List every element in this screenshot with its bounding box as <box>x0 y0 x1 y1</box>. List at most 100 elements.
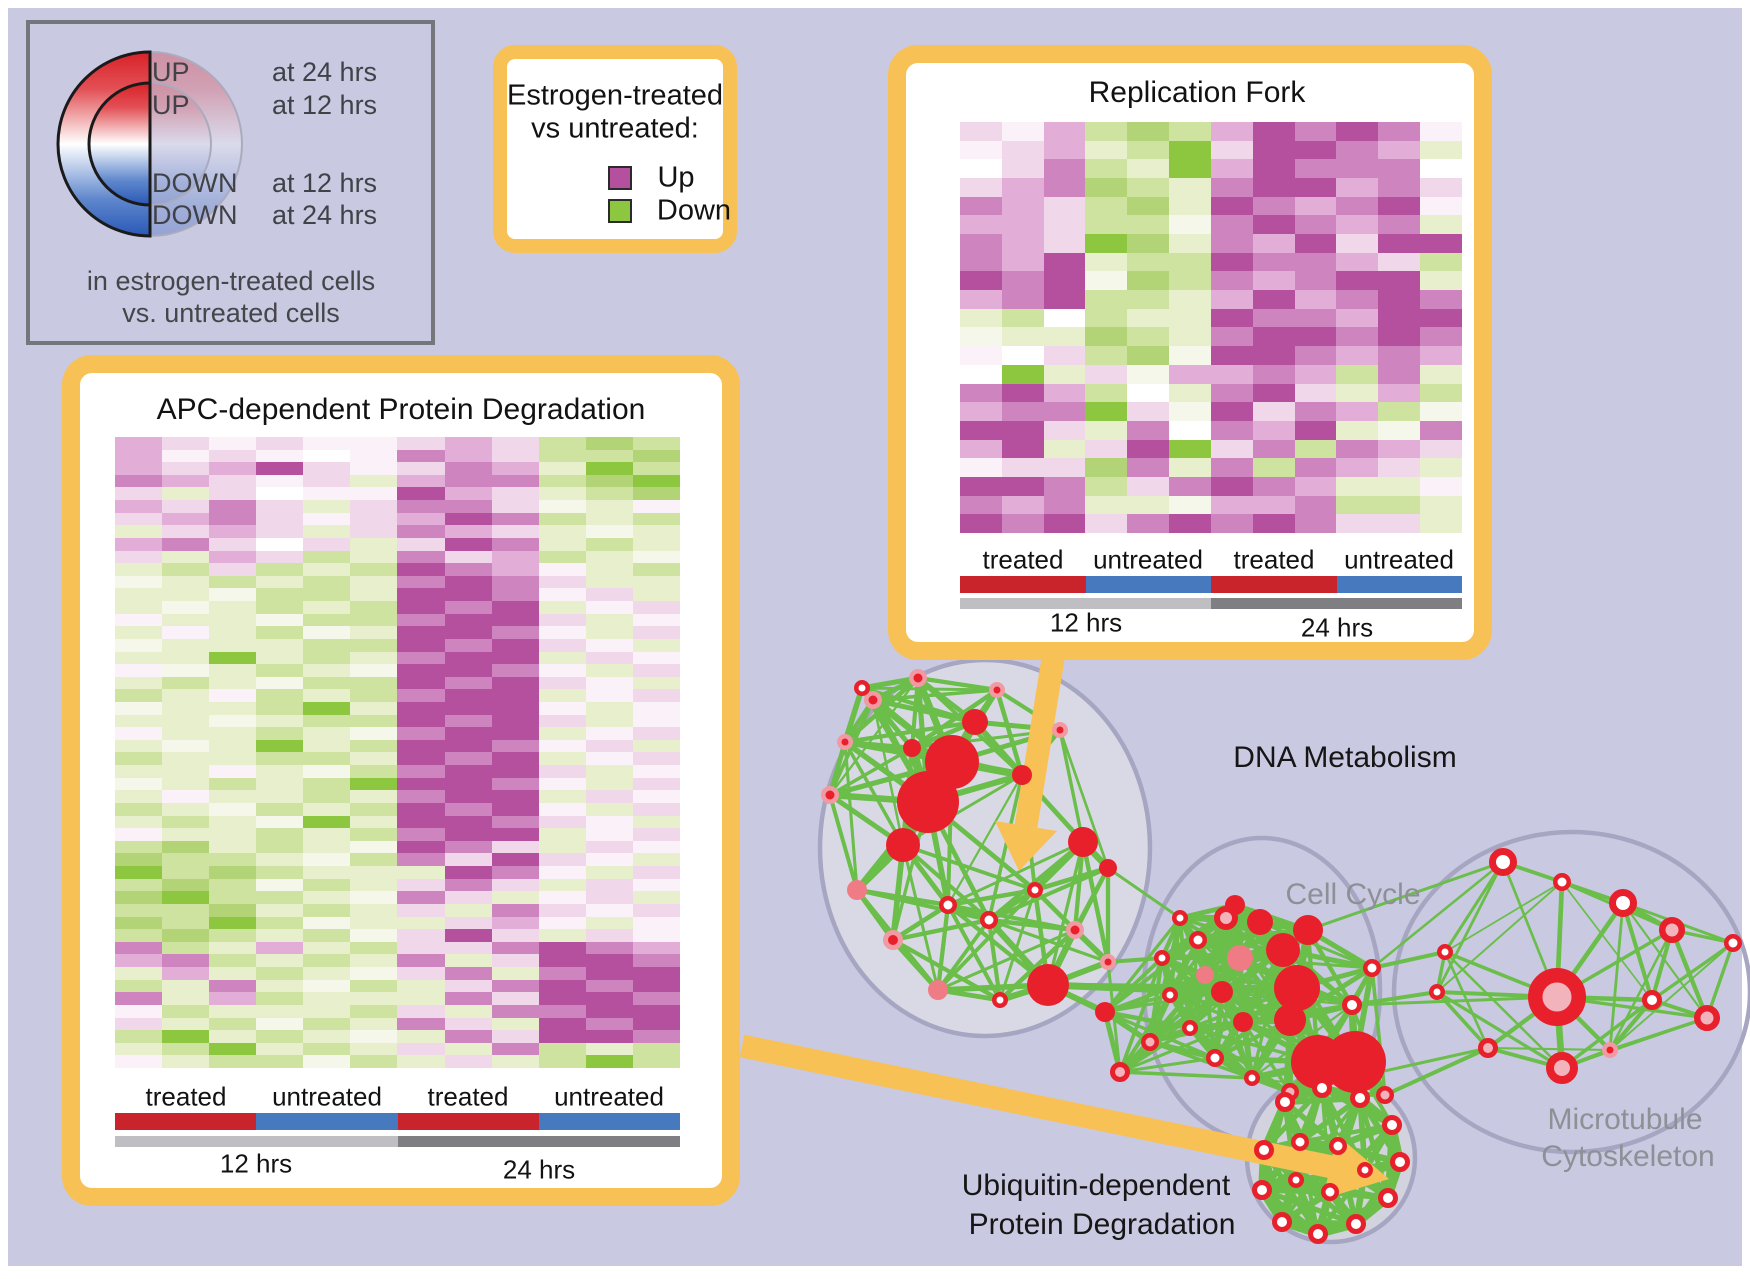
heatmap-cell <box>397 537 445 551</box>
heatmap-cell <box>1001 346 1044 365</box>
network-edge <box>891 902 950 943</box>
heatmap-cell <box>1378 234 1421 253</box>
heatmap-cell <box>585 954 633 968</box>
heatmap-cell <box>209 575 257 589</box>
heatmap-cell <box>1127 439 1170 459</box>
heatmap-cell <box>162 601 210 614</box>
heatmap-cell <box>1252 439 1295 459</box>
heatmap-cell <box>256 765 304 778</box>
heatmap-cell <box>162 437 210 450</box>
heatmap-cell <box>1169 271 1211 291</box>
heatmap-cell <box>632 689 680 703</box>
heatmap-cell <box>350 739 398 753</box>
heatmap-cell <box>1043 346 1086 365</box>
heatmap-cell <box>209 601 257 614</box>
heatmap-cell <box>1378 308 1421 328</box>
heatmap-cell <box>256 790 304 803</box>
heatmap-cell <box>1210 252 1253 272</box>
heatmap-cell <box>1085 476 1128 496</box>
heatmap-cell <box>1420 476 1462 496</box>
heatmap-cell <box>585 714 633 728</box>
heatmap-cell <box>1294 383 1337 403</box>
heatmap-cell <box>115 878 163 892</box>
heatmap-cell <box>1169 327 1211 347</box>
heatmap-cell <box>1336 290 1379 309</box>
ring-row-word: UP <box>152 90 190 120</box>
heatmap-cell <box>960 495 1002 515</box>
heatmap-cell <box>1043 196 1086 216</box>
heatmap-cell <box>538 916 586 930</box>
heatmap-cell <box>350 752 398 766</box>
heatmap-cell <box>960 234 1002 253</box>
heatmap-cell <box>350 777 398 791</box>
heatmap-cell <box>397 664 445 677</box>
heatmap-cell <box>256 437 304 450</box>
network-node <box>864 691 882 709</box>
heatmap-cell <box>256 1042 304 1056</box>
heatmap-cell <box>1127 234 1170 253</box>
heatmap-cell <box>538 1004 586 1018</box>
heatmap-cell <box>1169 346 1211 365</box>
network-node <box>1027 882 1043 898</box>
heatmap-cell <box>1127 402 1170 421</box>
heatmap-cell <box>1420 122 1462 141</box>
heatmap-cell <box>444 1055 492 1068</box>
heatmap-cell <box>1420 402 1462 421</box>
color-legend-box <box>493 45 737 253</box>
heatmap-cell <box>1001 178 1044 197</box>
color-legend-title-line1: Estrogen-treated <box>506 79 724 112</box>
heatmap-cell <box>960 476 1002 496</box>
heatmap-cell <box>1001 196 1044 216</box>
heatmap-cell <box>115 512 163 526</box>
heatmap-cell <box>960 346 1002 365</box>
heatmap-cell <box>632 563 680 576</box>
heatmap-cell <box>209 588 257 602</box>
apc-heatmap <box>115 437 680 1068</box>
heatmap-cell <box>397 487 445 501</box>
heatmap-cell <box>1294 476 1337 496</box>
heatmap-cell <box>491 474 539 488</box>
heatmap-cell <box>397 840 445 854</box>
heatmap-cell <box>209 954 257 968</box>
heatmap-cell <box>444 500 492 513</box>
heatmap-cell <box>256 474 304 488</box>
heatmap-cell <box>115 828 163 841</box>
heatmap-cell <box>162 525 210 538</box>
heatmap-cell <box>115 992 163 1005</box>
heatmap-cell <box>1001 458 1044 477</box>
heatmap-cell <box>303 550 351 564</box>
heatmap-cell <box>1169 402 1211 421</box>
heatmap-cell <box>585 537 633 551</box>
heatmap-cell <box>444 790 492 803</box>
network-edge <box>901 844 940 991</box>
heatmap-cell <box>1169 215 1211 235</box>
heatmap-cell <box>350 676 398 690</box>
network-edge <box>988 866 1109 922</box>
heatmap-cell <box>350 853 398 867</box>
heatmap-cell <box>303 954 351 968</box>
heatmap-cell <box>1252 402 1295 421</box>
network-node <box>1274 965 1320 1011</box>
heatmap-cell <box>162 891 210 904</box>
heatmap-cell <box>585 1030 633 1043</box>
heatmap-cell <box>350 992 398 1005</box>
heatmap-cell <box>397 601 445 614</box>
heatmap-cell <box>115 449 163 463</box>
heatmap-cell <box>444 1042 492 1056</box>
network-edge <box>901 843 991 922</box>
heatmap-cell <box>632 500 680 513</box>
heatmap-cell <box>256 525 304 538</box>
heatmap-cell <box>397 777 445 791</box>
network-node <box>909 669 927 687</box>
heatmap-cell <box>632 979 680 993</box>
heatmap-cell <box>350 1017 398 1031</box>
heatmap-cell <box>1294 252 1337 272</box>
network-edge <box>1651 941 1734 1002</box>
heatmap-cell <box>162 449 210 463</box>
heatmap-cell <box>209 777 257 791</box>
heatmap-cell <box>397 802 445 816</box>
network-node <box>992 992 1008 1008</box>
network-edge <box>1080 841 1111 963</box>
heatmap-cell <box>1420 327 1462 347</box>
